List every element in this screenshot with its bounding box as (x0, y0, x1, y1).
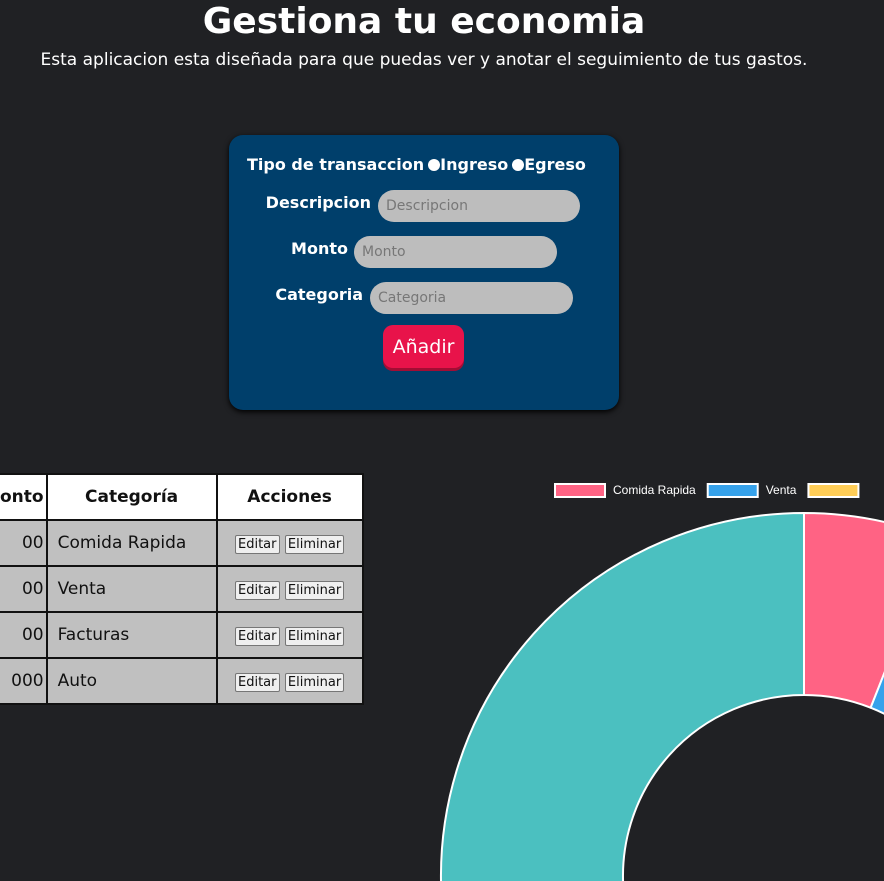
category-input[interactable] (370, 282, 573, 314)
radio-label[interactable]: Ingreso (440, 155, 509, 174)
actions-cell: Editar Eliminar (215, 611, 364, 659)
header-cell: Acciones (215, 473, 364, 521)
description-input[interactable] (378, 190, 580, 222)
delete-button[interactable]: Eliminar (284, 672, 345, 692)
type-label: Tipo de transaccion (247, 155, 425, 174)
radio[interactable] (512, 159, 525, 171)
subtitle: Esta aplicacion esta diseñada para que p… (40, 50, 808, 70)
category-cell: Comida Rapida (45, 519, 218, 567)
table-body: 00 Comida Rapida Editar Eliminar 00 Venta Edi… (0, 519, 364, 705)
amount-cell: 00 (0, 611, 48, 659)
delete-button[interactable]: Eliminar (284, 626, 345, 646)
category-cell: Facturas (45, 611, 218, 659)
category-cell: Venta (45, 565, 218, 613)
header-cell: onto (0, 473, 48, 521)
edit-button[interactable]: Editar (235, 534, 280, 554)
table-row: 00 Facturas Editar Eliminar (0, 611, 364, 659)
description-label: Descripcion (265, 193, 371, 212)
doughnut-segment (803, 511, 884, 710)
title: Gestiona tu economia (202, 1, 646, 42)
header-cell: Categoría (45, 473, 218, 521)
doughnut-segment (439, 511, 805, 881)
header-row: onto Categoría Acciones (0, 473, 364, 521)
amount-cell: 00 (0, 519, 48, 567)
amount-cell: 00 (0, 565, 48, 613)
category-cell: Auto (45, 657, 218, 705)
actions-cell: Editar Eliminar (215, 657, 364, 705)
amount-input[interactable] (354, 236, 557, 268)
legend-label: Venta (766, 483, 797, 497)
actions-cell: Editar Eliminar (215, 565, 364, 613)
amount-label: Monto (291, 239, 348, 258)
radio-label[interactable]: Egreso (524, 155, 586, 174)
table-row: 00 Venta Editar Eliminar (0, 565, 364, 613)
radio[interactable] (428, 159, 441, 171)
category-label: Categoria (275, 285, 363, 304)
legend-label: Comida Rapida (613, 483, 696, 497)
table-row: 00 Comida Rapida Editar Eliminar (0, 519, 364, 567)
actions-cell: Editar Eliminar (215, 519, 364, 567)
type-row: Tipo de transaccion Ingreso Egreso (247, 155, 586, 174)
doughnut-segment (869, 671, 884, 715)
table: onto Categoría Acciones 00 Comida Rapida E… (0, 473, 364, 705)
delete-button[interactable]: Eliminar (284, 534, 345, 554)
edit-button[interactable]: Editar (235, 580, 280, 600)
add-button[interactable]: Añadir (383, 325, 464, 368)
legend-swatch (807, 483, 860, 498)
delete-button[interactable]: Eliminar (284, 580, 345, 600)
legend-swatch (706, 483, 759, 498)
table-row: 000 Auto Editar Eliminar (0, 657, 364, 705)
edit-button[interactable]: Editar (235, 672, 280, 692)
amount-cell: 000 (0, 657, 48, 705)
edit-button[interactable]: Editar (235, 626, 280, 646)
legend-swatch (554, 483, 606, 498)
